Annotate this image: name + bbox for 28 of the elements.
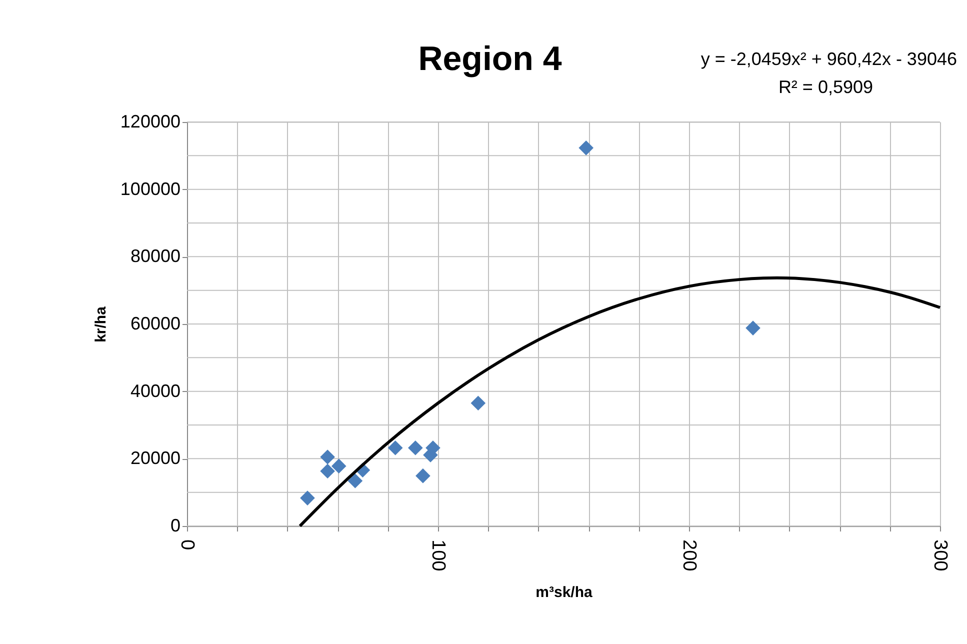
x-axis-title: m³sk/ha	[536, 584, 593, 602]
x-tick-label: 0	[176, 540, 198, 550]
point	[331, 458, 346, 474]
point	[578, 140, 594, 156]
y-tick-label: 100000	[120, 178, 180, 199]
point	[300, 490, 315, 506]
y-tick-label: 60000	[130, 314, 180, 334]
text: R² = 0,5909	[778, 77, 873, 97]
x-tick-label: 200	[678, 540, 700, 572]
point	[388, 440, 403, 456]
x-tick-label: 100	[428, 540, 448, 572]
point	[320, 464, 335, 479]
y-tick-label: 120000	[120, 112, 180, 132]
text: y = -2,0459x² + 960,42x - 39046	[700, 49, 957, 69]
y-tick-label: 40000	[130, 380, 180, 401]
x-tick-label: 300	[930, 540, 950, 572]
y-tick-label: 0	[170, 516, 180, 536]
y-tick-label: 80000	[130, 246, 180, 266]
point	[470, 396, 486, 411]
point	[408, 440, 423, 456]
point	[348, 473, 363, 488]
point	[416, 468, 430, 484]
point	[320, 450, 335, 464]
chart-title: Region 4	[418, 40, 562, 78]
point	[746, 320, 760, 336]
line-series	[298, 276, 942, 528]
y-axis-title: kr/ha	[92, 306, 110, 342]
y-tick-label: 20000	[130, 448, 180, 468]
